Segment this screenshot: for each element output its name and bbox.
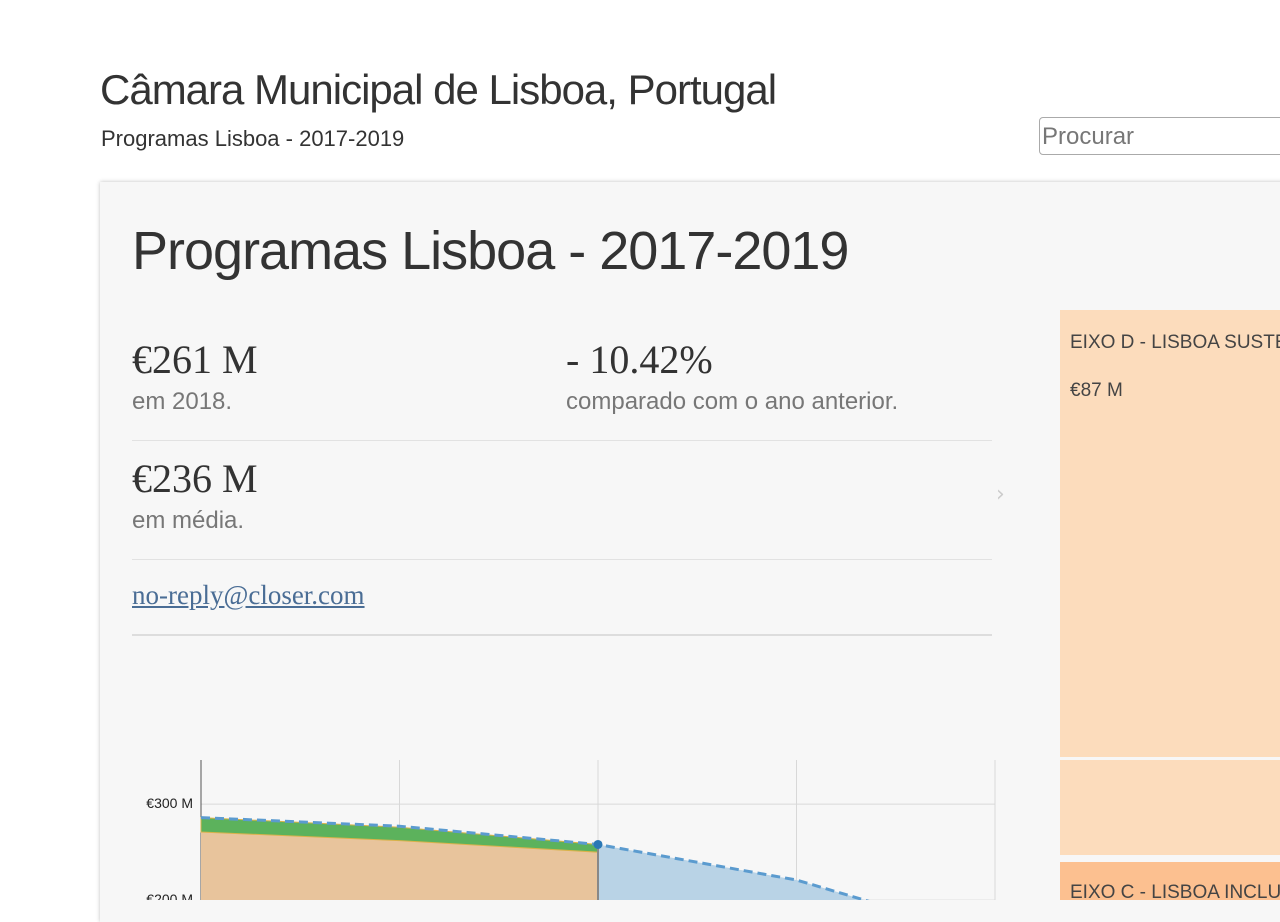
card-title: Programas Lisboa - 2017-2019 [132,221,849,281]
site-title: Câmara Municipal de Lisboa, Portugal [100,66,777,113]
chevron[interactable]: › [996,482,1005,507]
series-area [201,832,598,900]
separator [132,634,992,636]
stat-caption: em 2018. [132,388,233,415]
page: Programas Lisboa {"header": {"title": "C… [100,66,1280,900]
treemap-cell[interactable]: EIXO D - LISBOA SUSTEN €87 M [1060,310,1280,757]
body: Câmara Municipal de Lisboa, Portugal Pro… [100,66,1280,900]
stat-caption: em média. [132,507,245,534]
treemap-cell[interactable]: EIXO C - LISBOA INCLUS [1060,862,1280,900]
y-tick-label: €300 M [146,795,193,811]
y-tick-label: €200 M [146,891,193,900]
separator [132,440,992,441]
chart: €300 M €200 M [146,760,996,900]
search-input[interactable]: Procurar [1039,117,1280,155]
separator [132,559,992,560]
treemap-value: €87 M [1070,380,1123,401]
email-link[interactable]: no-reply@closer.com [132,580,365,610]
treemap-label: EIXO D - LISBOA SUSTEN [1070,332,1280,353]
stat-value: €236 M [132,456,258,501]
stat-value: - 10.42% [566,337,713,382]
point [593,839,603,849]
treemap-cell[interactable] [1060,760,1280,855]
stat-value: €261 M [132,337,258,382]
site-subtitle: Programas Lisboa - 2017-2019 [101,126,405,151]
stat-caption: comparado com o ano anterior. [566,388,899,415]
treemap-label: EIXO C - LISBOA INCLUS [1070,882,1280,900]
series-area [598,844,865,900]
